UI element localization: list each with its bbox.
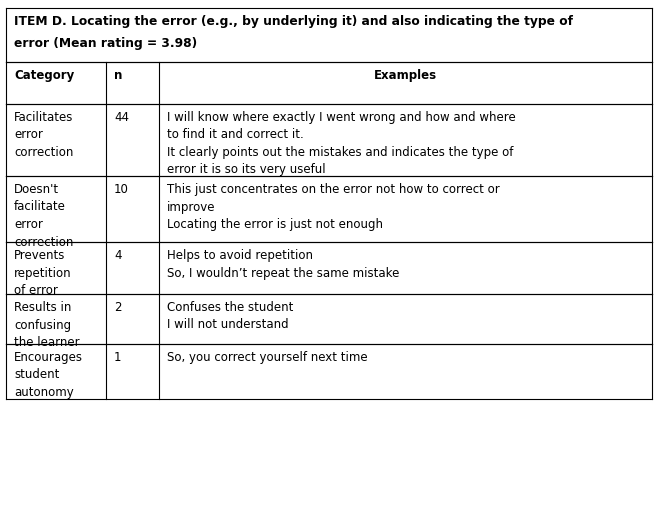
Text: Category: Category <box>14 69 74 82</box>
Text: Facilitates
error
correction: Facilitates error correction <box>14 111 74 159</box>
Text: ITEM D. Locating the error (e.g., by underlying it) and also indicating the type: ITEM D. Locating the error (e.g., by und… <box>14 15 573 28</box>
Text: Examples: Examples <box>374 69 437 82</box>
Text: Results in
confusing
the learner: Results in confusing the learner <box>14 301 80 349</box>
Text: Prevents
repetition
of error: Prevents repetition of error <box>14 249 72 297</box>
Text: 4: 4 <box>114 249 122 262</box>
Text: Doesn't
facilitate
error
correction: Doesn't facilitate error correction <box>14 183 74 248</box>
Text: error (Mean rating = 3.98): error (Mean rating = 3.98) <box>14 37 197 50</box>
Text: Encourages
student
autonomy: Encourages student autonomy <box>14 351 83 399</box>
Text: 1: 1 <box>114 351 122 364</box>
Text: 2: 2 <box>114 301 122 314</box>
Text: Confuses the student
I will not understand: Confuses the student I will not understa… <box>167 301 293 331</box>
Text: n: n <box>114 69 122 82</box>
Text: 10: 10 <box>114 183 129 196</box>
Text: 44: 44 <box>114 111 129 124</box>
Text: Helps to avoid repetition
So, I wouldn’t repeat the same mistake: Helps to avoid repetition So, I wouldn’t… <box>167 249 399 279</box>
Text: This just concentrates on the error not how to correct or
improve
Locating the e: This just concentrates on the error not … <box>167 183 500 231</box>
Text: I will know where exactly I went wrong and how and where
to find it and correct : I will know where exactly I went wrong a… <box>167 111 516 177</box>
Text: So, you correct yourself next time: So, you correct yourself next time <box>167 351 368 364</box>
